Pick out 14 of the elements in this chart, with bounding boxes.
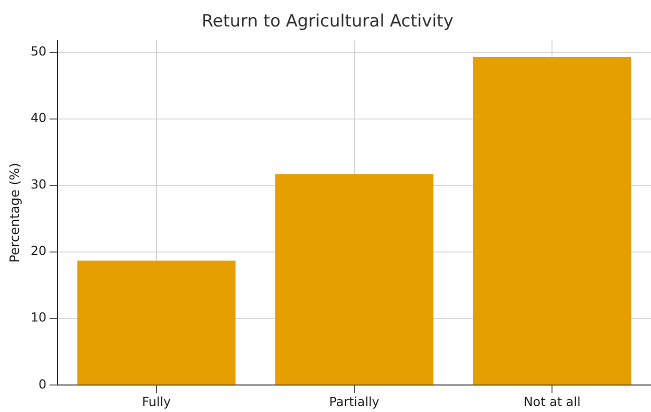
bar [77, 260, 236, 385]
bar [472, 57, 632, 385]
x-tick-label: Fully [142, 394, 172, 409]
x-tick-label: Partially [329, 394, 380, 409]
y-tick-label: 30 [30, 176, 47, 192]
y-tick-label: 10 [30, 310, 47, 325]
y-tick-label: 20 [30, 243, 47, 258]
y-tick-label: 40 [30, 110, 47, 126]
chart-title: Return to Agricultural Activity [202, 12, 454, 32]
y-tick-label: 50 [30, 44, 47, 59]
x-tick-label: Not at all [524, 394, 581, 409]
bar [275, 174, 434, 385]
y-axis-title: Percentage (%) [8, 162, 24, 263]
y-tick-label: 0 [38, 376, 47, 392]
